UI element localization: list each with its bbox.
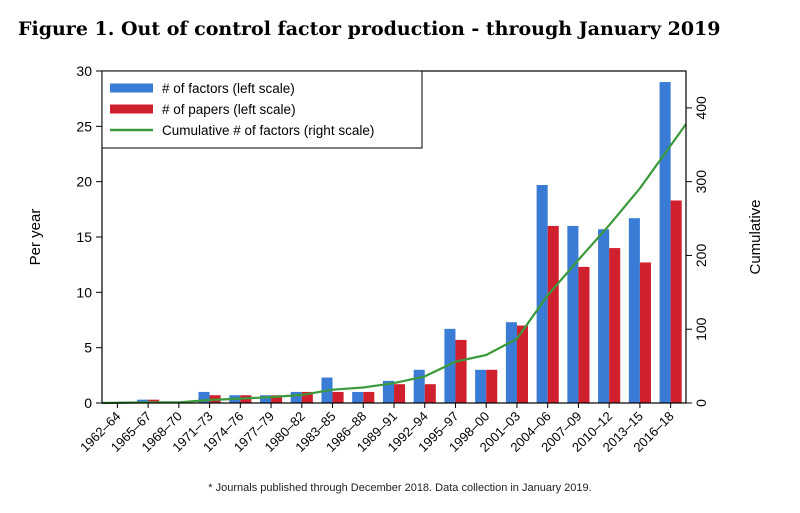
bar-papers — [424, 384, 436, 403]
bar-papers — [547, 225, 559, 403]
chart: 05101520253001002003004001962–641965–671… — [27, 63, 764, 455]
bar-papers — [670, 200, 682, 403]
bar-factors — [598, 229, 610, 403]
bar-factors — [567, 225, 579, 403]
y2-tick-label: 200 — [693, 244, 709, 268]
bar-papers — [578, 266, 590, 403]
bar-factors — [198, 391, 210, 403]
bar-papers — [516, 325, 529, 403]
bar-papers — [394, 384, 406, 403]
legend: # of factors (left scale) # of papers (l… — [101, 70, 423, 149]
bar-factors — [444, 328, 456, 403]
bar-papers — [301, 391, 313, 403]
bar-papers — [609, 248, 621, 403]
y-axis-label: Per year — [27, 209, 44, 266]
footnote: * Journals published through December 20… — [208, 482, 592, 494]
bar-papers — [486, 369, 498, 403]
y2-tick-label: 100 — [693, 317, 709, 341]
y-tick-label: 0 — [84, 395, 92, 411]
bar-factors — [290, 391, 302, 403]
series-line-cumulative — [101, 123, 687, 405]
bar-papers — [639, 262, 651, 403]
bar-factors — [382, 380, 394, 403]
bar-factors — [628, 218, 640, 403]
bar-papers — [332, 391, 344, 403]
legend-box — [101, 70, 423, 149]
y2-tick-label: 400 — [693, 96, 709, 120]
bar-factors — [475, 369, 487, 403]
bar-factors — [505, 322, 517, 403]
bar-factors — [352, 391, 364, 403]
y2-tick-label: 0 — [693, 399, 709, 407]
legend-label-papers: # of papers (left scale) — [162, 102, 296, 117]
y2-tick-label: 300 — [693, 170, 709, 194]
y-tick-label: 15 — [76, 229, 92, 245]
y-tick-label: 5 — [84, 340, 92, 356]
y-tick-label: 10 — [76, 284, 92, 300]
y2-axis-label: Cumulative — [747, 199, 764, 274]
legend-label-factors: # of factors (left scale) — [162, 81, 295, 96]
bar-factors — [536, 184, 548, 403]
bar-papers — [455, 339, 467, 403]
bar-factors — [413, 369, 425, 403]
bar-papers — [363, 391, 375, 403]
bar-factors — [259, 395, 272, 403]
y-tick-label: 30 — [76, 63, 92, 79]
legend-label-cumulative: Cumulative # of factors (right scale) — [162, 123, 374, 138]
y-tick-label: 20 — [76, 174, 92, 190]
figure-title: Figure 1. Out of control factor producti… — [18, 18, 721, 40]
bar-factors — [659, 82, 671, 404]
bar-papers — [271, 395, 283, 403]
y-tick-label: 25 — [76, 118, 92, 134]
